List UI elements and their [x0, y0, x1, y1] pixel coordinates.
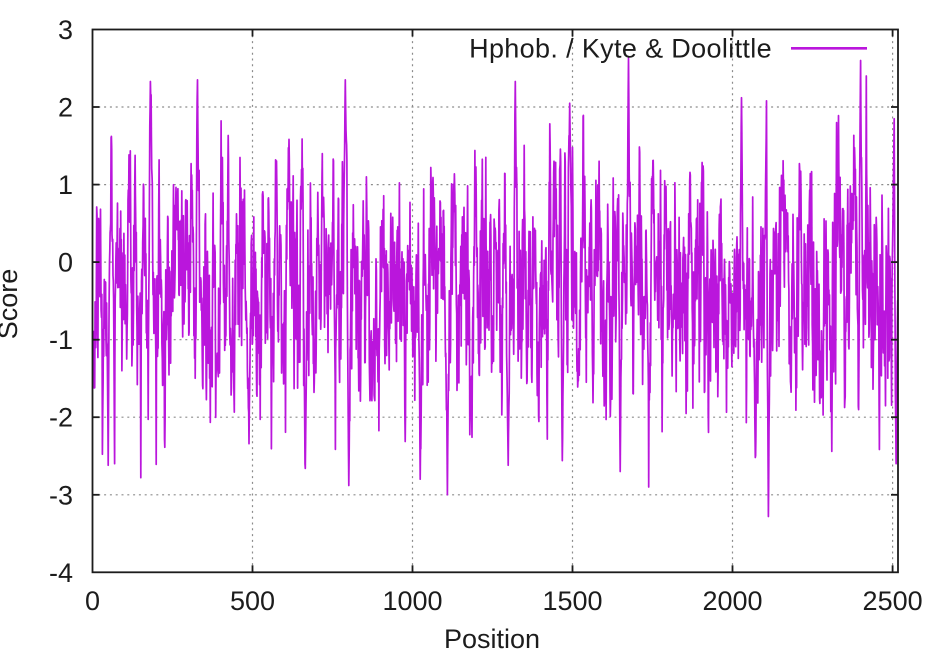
svg-text:2: 2 [58, 93, 73, 123]
svg-text:-4: -4 [49, 558, 73, 588]
svg-text:3: 3 [58, 15, 73, 45]
svg-text:0: 0 [58, 248, 73, 278]
svg-text:0: 0 [85, 586, 100, 616]
svg-text:-3: -3 [49, 480, 73, 510]
svg-text:2000: 2000 [702, 586, 762, 616]
svg-text:1500: 1500 [542, 586, 602, 616]
svg-text:Hphob. / Kyte & Doolittle: Hphob. / Kyte & Doolittle [469, 34, 772, 64]
svg-text:500: 500 [230, 586, 275, 616]
svg-text:1000: 1000 [382, 586, 442, 616]
svg-text:1: 1 [58, 170, 73, 200]
svg-text:-2: -2 [49, 403, 73, 433]
svg-text:Position: Position [444, 624, 540, 654]
svg-text:2500: 2500 [863, 586, 923, 616]
svg-text:-1: -1 [49, 325, 73, 355]
svg-text:Score: Score [0, 269, 23, 340]
